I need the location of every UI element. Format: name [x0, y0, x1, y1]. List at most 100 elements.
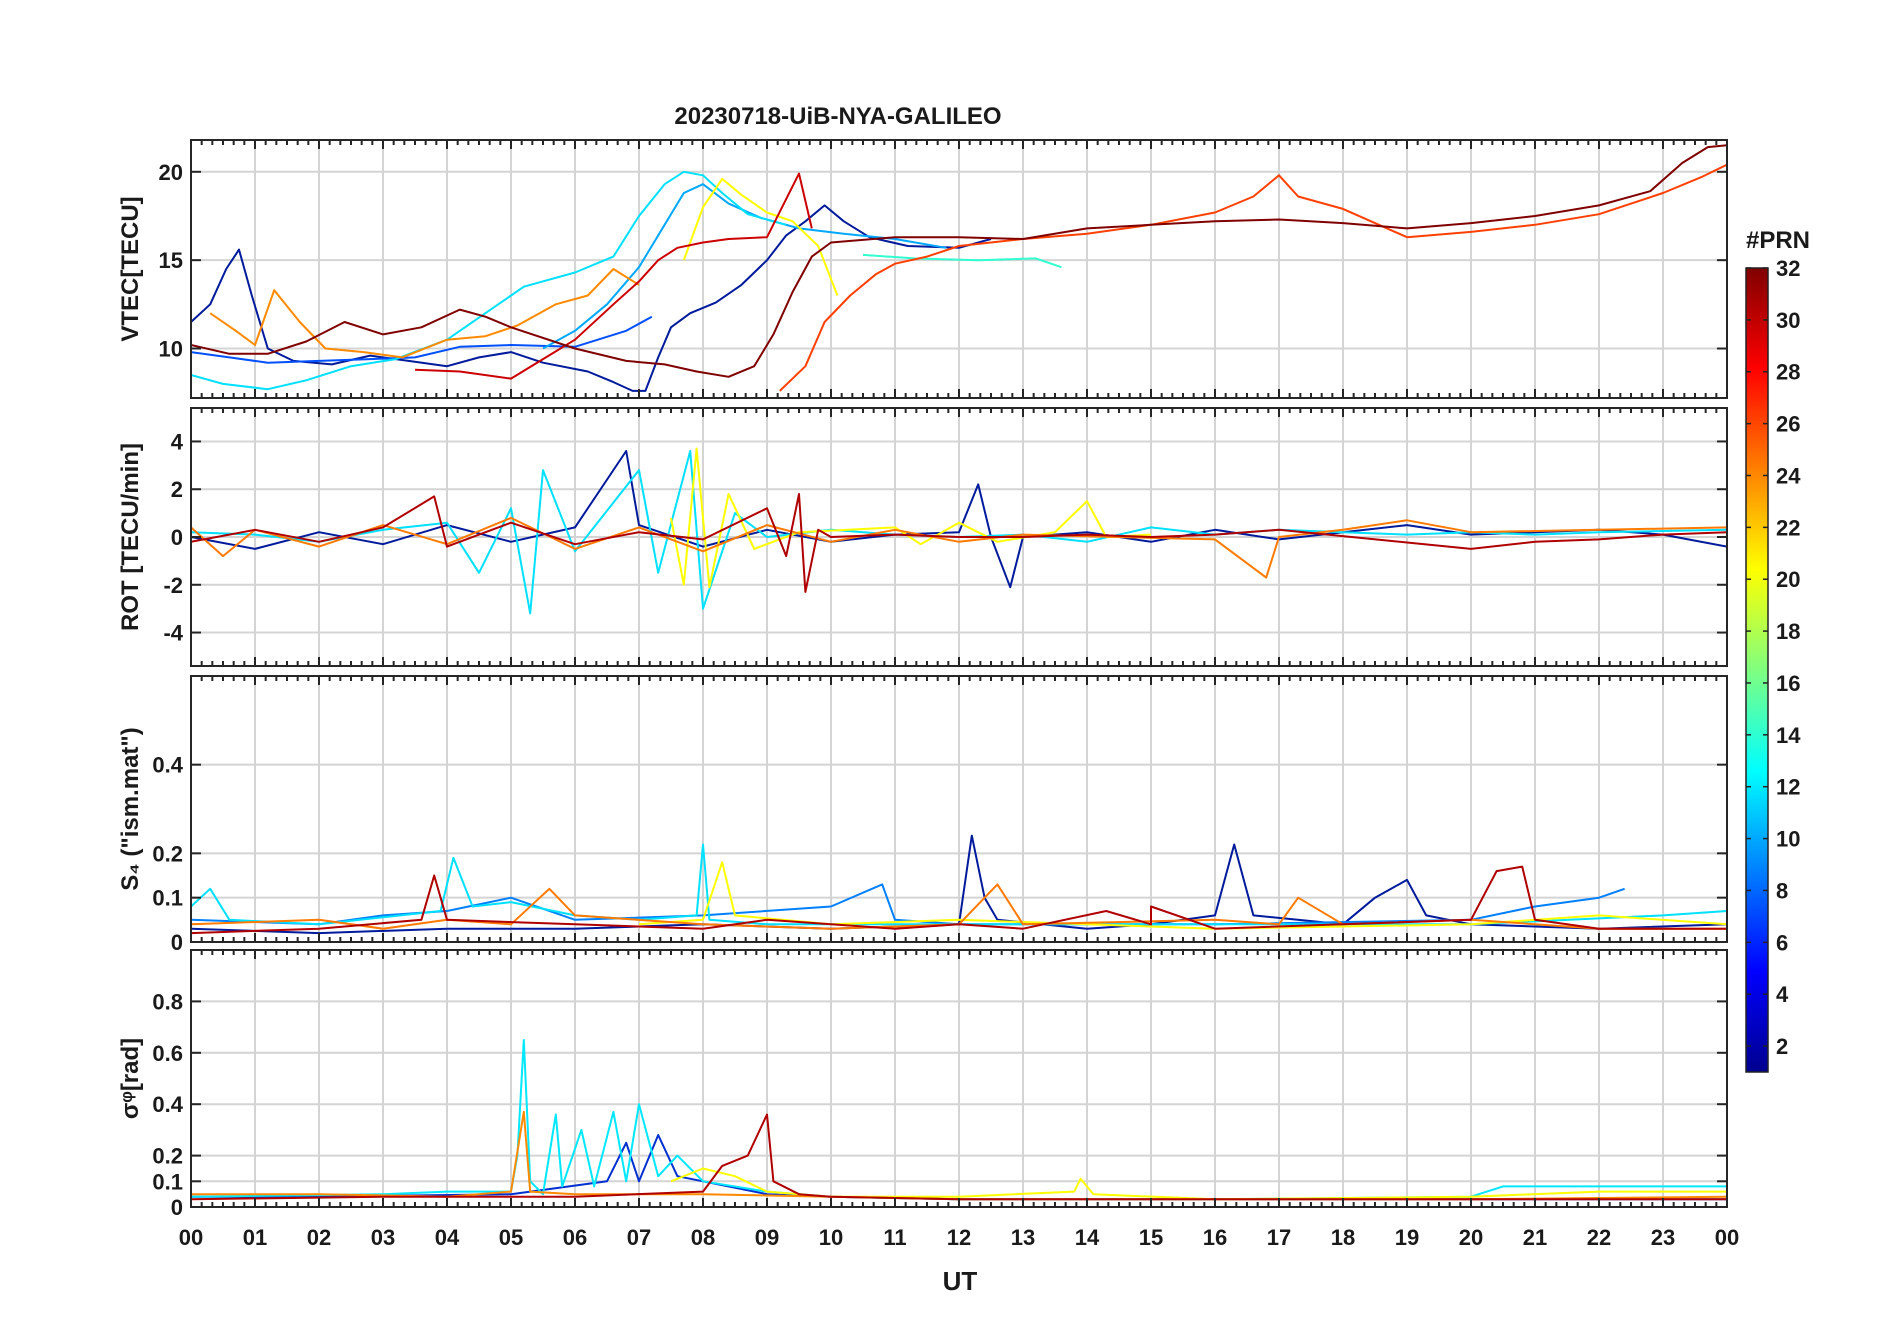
colorbar-tick-label: 6 — [1776, 930, 1788, 955]
x-tick-label: 20 — [1459, 1225, 1483, 1250]
x-tick-label: 05 — [499, 1225, 523, 1250]
y-axis-label: σᵠ[rad] — [117, 1038, 144, 1119]
colorbar-tick-label: 18 — [1776, 619, 1800, 644]
colorbar-tick-label: 28 — [1776, 360, 1800, 385]
series-line-2 — [191, 450, 1727, 615]
series-line-5 — [191, 493, 1727, 593]
y-tick-label: 0 — [171, 930, 183, 955]
series-line-6 — [682, 177, 839, 296]
x-axis-label: UT — [943, 1266, 978, 1296]
x-tick-label: 18 — [1331, 1225, 1355, 1250]
x-tick-label: 01 — [243, 1225, 267, 1250]
y-tick-label: 15 — [159, 248, 183, 273]
x-tick-label: 12 — [947, 1225, 971, 1250]
series-group — [191, 447, 1727, 615]
x-tick-label: 14 — [1075, 1225, 1100, 1250]
colorbar-title: #PRN — [1746, 227, 1810, 254]
x-tick-label: 17 — [1267, 1225, 1291, 1250]
tick-marks — [190, 950, 1728, 1208]
series-line-1 — [191, 204, 992, 392]
x-tick-label: 04 — [435, 1225, 460, 1250]
colorbar-tick-label: 20 — [1776, 567, 1800, 592]
series-line-3 — [670, 1167, 1727, 1201]
y-tick-label: 0.6 — [152, 1041, 183, 1066]
y-axis-label: ROT [TECU/min] — [117, 443, 144, 631]
x-tick-label: 15 — [1139, 1225, 1163, 1250]
x-tick-label: 11 — [883, 1225, 906, 1250]
colorbar-tick-label: 4 — [1776, 982, 1789, 1007]
x-tick-label: 09 — [755, 1225, 779, 1250]
colorbar-tick-label: 12 — [1776, 775, 1800, 800]
series-line-9 — [414, 172, 813, 380]
x-tick-label: 06 — [563, 1225, 587, 1250]
series-line-8 — [779, 163, 1727, 392]
y-tick-label: 0.2 — [152, 1144, 183, 1169]
x-tick-label: 22 — [1587, 1225, 1611, 1250]
colorbar-tick-label: 14 — [1776, 723, 1801, 748]
x-tick-label: 00 — [1715, 1225, 1739, 1250]
colorbar-tick-label: 30 — [1776, 308, 1800, 333]
colorbar-gradient — [1745, 267, 1769, 1073]
x-tick-label: 10 — [819, 1225, 843, 1250]
tick-marks — [190, 408, 1728, 666]
colorbar-tick-label: 2 — [1776, 1034, 1788, 1059]
panel-sigma: 00.10.2 0.4 0.6 0.8 σᵠ[rad] — [117, 949, 1728, 1220]
x-axis: 00 01 02 03 04 05 06 07 08 09 10 11 12 13 14 15 16 17 18 19… — [179, 1225, 1739, 1250]
series-line-4 — [638, 861, 1727, 930]
y-tick-label: 0.2 — [152, 841, 183, 866]
y-tick-label: 10 — [159, 337, 183, 362]
series-line-10 — [191, 144, 1727, 378]
series-line-3 — [670, 447, 1152, 589]
grid — [190, 140, 1728, 398]
panel-rot: -4 -2 0 2 4 ROT [TECU/min] — [117, 407, 1728, 667]
series-line-1 — [191, 450, 1727, 589]
y-tick-label: -2 — [163, 573, 183, 598]
panel-s4: 0 0.1 0.2 0.4 S₄ ("ism.mat") — [117, 675, 1728, 955]
y-tick-label: 2 — [171, 477, 183, 502]
x-tick-label: 03 — [371, 1225, 395, 1250]
series-line-4 — [191, 170, 787, 391]
colorbar-tick-label: 22 — [1776, 515, 1800, 540]
y-axis-label: S₄ ("ism.mat") — [117, 727, 144, 891]
y-tick-label: 0.4 — [152, 753, 183, 778]
y-tick-label: 0.1 — [152, 886, 183, 911]
x-tick-label: 13 — [1011, 1225, 1035, 1250]
y-tick-label: 0.1 — [152, 1169, 183, 1194]
colorbar-tick-label: 16 — [1776, 671, 1800, 696]
series-line-2 — [191, 315, 653, 364]
x-tick-label: 02 — [307, 1225, 331, 1250]
y-tick-label: 0 — [171, 525, 183, 550]
panel-vtec: 10 15 20 VTEC[TECU] — [117, 139, 1728, 399]
x-tick-label: 16 — [1203, 1225, 1227, 1250]
series-line-6 — [191, 865, 1727, 935]
y-tick-label: 20 — [159, 160, 183, 185]
colorbar-tick-label: 8 — [1776, 878, 1788, 903]
x-tick-label: 08 — [691, 1225, 715, 1250]
y-tick-label: 0.4 — [152, 1092, 183, 1117]
tick-marks — [190, 140, 1728, 398]
series-group — [191, 834, 1727, 935]
x-tick-label: 07 — [627, 1225, 651, 1250]
colorbar-tick-label: 26 — [1776, 412, 1800, 437]
x-tick-label: 23 — [1651, 1225, 1675, 1250]
colorbar-tick-label: 10 — [1776, 827, 1800, 852]
chart-title: 20230718-UiB-NYA-GALILEO — [674, 103, 1001, 130]
series-line-5 — [862, 253, 1062, 269]
series-line-3 — [542, 183, 947, 350]
y-tick-label: 0 — [171, 1195, 183, 1220]
y-tick-label: -4 — [163, 621, 183, 646]
tick-marks — [190, 676, 1728, 943]
colorbar-tick-label: 32 — [1776, 256, 1800, 281]
x-tick-label: 21 — [1523, 1225, 1547, 1250]
y-tick-label: 0.8 — [152, 989, 183, 1014]
series-line-5 — [191, 1113, 1727, 1201]
series-line-7 — [209, 268, 640, 359]
series-group — [191, 144, 1727, 392]
y-axis-label: VTEC[TECU] — [117, 196, 144, 341]
y-tick-label: 4 — [171, 429, 184, 454]
x-tick-label: 00 — [179, 1225, 203, 1250]
